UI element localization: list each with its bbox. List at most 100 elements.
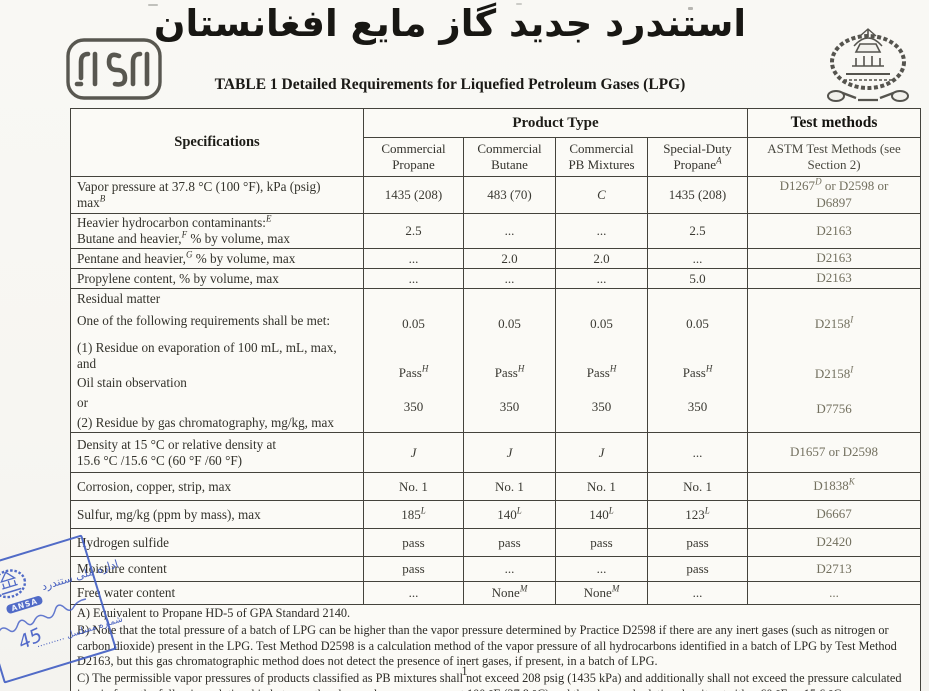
- spec-residual-matter: Residual matter One of the following req…: [70, 287, 364, 434]
- value-cell: 2.0: [555, 248, 648, 269]
- value-cell: 0.05 PassH 350: [363, 287, 464, 434]
- value-cell: pass: [363, 556, 464, 583]
- value-cell: ...: [363, 581, 464, 606]
- col-header-product-type: Product Type: [362, 108, 749, 138]
- value-cell: 123L: [646, 500, 749, 530]
- value-cell: J: [463, 432, 556, 474]
- value-cell: J: [363, 432, 464, 474]
- value-cell: ...: [555, 213, 648, 249]
- table-row: Hydrogen sulfide pass pass pass pass D24…: [70, 528, 922, 558]
- value-cell: 1435 (208): [363, 176, 464, 214]
- requirements-table: Specifications Product Type Test methods…: [69, 108, 922, 691]
- value-cell: 2.5: [646, 213, 749, 249]
- spec-heavier-hydrocarbons: Heavier hydrocarbon contaminants:E Butan…: [70, 213, 364, 249]
- value-cell: ...: [463, 268, 556, 289]
- value-cell: 0.05 PassH 350: [463, 287, 556, 434]
- scan-speck: [148, 4, 158, 6]
- test-method-cell: D2163: [747, 268, 922, 289]
- value-cell: ...: [646, 581, 749, 606]
- value-cell: ...: [363, 268, 464, 289]
- footnotes-row: A) Equivalent to Propane HD-5 of GPA Sta…: [69, 604, 922, 691]
- value-cell: 0.05 PassH 350: [555, 287, 648, 434]
- footnote-a: A) Equivalent to Propane HD-5 of GPA Sta…: [77, 606, 351, 621]
- test-method-cell: D2163: [747, 213, 922, 249]
- value-cell: 483 (70): [463, 176, 556, 214]
- scan-speck: [516, 3, 522, 5]
- spec-free-water: Free water content: [70, 581, 364, 606]
- value-cell: No. 1: [363, 472, 464, 502]
- spec-density: Density at 15 °C or relative density at …: [70, 432, 364, 474]
- value-cell: 2.0: [463, 248, 556, 269]
- test-method-cell: D2158I D2158I D7756: [747, 287, 922, 434]
- value-cell: ...: [555, 556, 648, 583]
- spec-propylene: Propylene content, % by volume, max: [70, 268, 364, 289]
- value-cell: No. 1: [463, 472, 556, 502]
- ansa-logo-icon: [64, 36, 164, 107]
- col-header-special-duty-propane: Special-Duty PropaneA: [646, 137, 749, 177]
- spec-pentane: Pentane and heavier,G % by volume, max: [70, 248, 364, 269]
- spec-hydrogen-sulfide: Hydrogen sulfide: [70, 528, 364, 558]
- value-cell: 185L: [363, 500, 464, 530]
- test-method-cell: D1838K: [747, 472, 922, 502]
- col-header-commercial-pb-mixtures: Commercial PB Mixtures: [555, 137, 648, 177]
- stamp-signature-scribble: [0, 598, 87, 636]
- value-cell: pass: [646, 528, 749, 558]
- test-method-cell: D2163: [747, 248, 922, 269]
- value-cell: ...: [463, 213, 556, 249]
- test-method-cell: D1657 or D2598: [747, 432, 922, 474]
- table-row: Vapor pressure at 37.8 °C (100 °F), kPa …: [70, 176, 922, 214]
- scan-speck: [688, 7, 693, 10]
- value-cell: C: [555, 176, 648, 214]
- value-cell: pass: [555, 528, 648, 558]
- value-cell: 140L: [463, 500, 556, 530]
- table-row: Sulfur, mg/kg (ppm by mass), max 185L 14…: [70, 500, 922, 530]
- value-cell: pass: [646, 556, 749, 583]
- value-cell: ...: [463, 556, 556, 583]
- table-row: Pentane and heavier,G % by volume, max .…: [70, 248, 922, 269]
- col-header-commercial-butane: Commercial Butane: [463, 137, 556, 177]
- value-cell: pass: [363, 528, 464, 558]
- afghanistan-emblem-icon: [816, 26, 920, 113]
- value-cell: ...: [646, 248, 749, 269]
- value-cell: 140L: [555, 500, 648, 530]
- value-cell: ...: [363, 248, 464, 269]
- value-cell: No. 1: [555, 472, 648, 502]
- test-method-cell: ...: [747, 581, 922, 606]
- table-row: Moisture content pass ... ... pass D2713: [70, 556, 922, 583]
- table-caption: TABLE 1 Detailed Requirements for Liquef…: [214, 76, 686, 93]
- table-row: Corrosion, copper, strip, max No. 1 No. …: [70, 472, 922, 502]
- value-cell: pass: [463, 528, 556, 558]
- test-method-cell: D6667: [747, 500, 922, 530]
- test-method-cell: D2420: [747, 528, 922, 558]
- spec-corrosion: Corrosion, copper, strip, max: [70, 472, 364, 502]
- value-cell: No. 1: [646, 472, 749, 502]
- value-cell: 2.5: [363, 213, 464, 249]
- col-header-test-methods: Test methods: [747, 108, 922, 138]
- table-row: Heavier hydrocarbon contaminants:E Butan…: [70, 213, 922, 249]
- col-header-astm: ASTM Test Methods (see Section 2): [747, 137, 922, 177]
- col-header-commercial-propane: Commercial Propane: [363, 137, 464, 177]
- value-cell: 1435 (208): [646, 176, 749, 214]
- value-cell: NoneM: [555, 581, 648, 606]
- col-header-specifications: Specifications: [70, 108, 364, 177]
- stamp-emblem-icon: [0, 569, 27, 599]
- table-row: Density at 15 °C or relative density at …: [70, 432, 922, 474]
- value-cell: NoneM: [463, 581, 556, 606]
- test-method-cell: D1267D or D2598 or D6897: [747, 176, 922, 214]
- footnote-c: C) The permissible vapor pressures of pr…: [77, 670, 902, 691]
- table-row-residual-matter: Residual matter One of the following req…: [70, 287, 922, 434]
- test-method-cell: D2713: [747, 556, 922, 583]
- value-cell: ...: [555, 268, 648, 289]
- spec-sulfur: Sulfur, mg/kg (ppm by mass), max: [70, 500, 364, 530]
- table-row: Free water content ... NoneM NoneM ... .…: [70, 581, 922, 606]
- value-cell: ...: [646, 432, 749, 474]
- table-row: Propylene content, % by volume, max ... …: [70, 268, 922, 289]
- value-cell: 0.05 PassH 350: [646, 287, 749, 434]
- spec-vapor-pressure: Vapor pressure at 37.8 °C (100 °F), kPa …: [70, 176, 364, 214]
- page-title-farsi: استندرد جدید گاز مایع افغانستان: [153, 2, 747, 45]
- page-number: 1: [461, 663, 468, 678]
- value-cell: 5.0: [646, 268, 749, 289]
- value-cell: J: [555, 432, 648, 474]
- footnotes: A) Equivalent to Propane HD-5 of GPA Sta…: [69, 604, 922, 691]
